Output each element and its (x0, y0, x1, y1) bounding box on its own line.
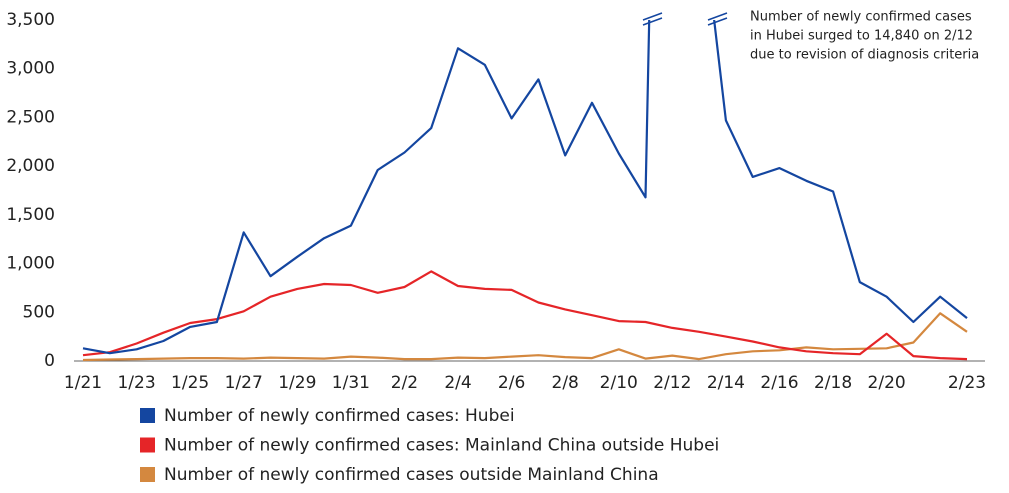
x-tick-label: 2/4 (444, 373, 471, 393)
x-tick-label: 1/21 (64, 373, 102, 393)
x-tick-label: 2/6 (498, 373, 525, 393)
legend-swatch (140, 437, 155, 453)
legend-label: Number of newly confirmed cases outside … (164, 465, 659, 485)
x-tick-label: 2/20 (868, 373, 906, 393)
x-tick-label: 2/10 (600, 373, 638, 393)
annotation: Number of newly confirmed cases (750, 10, 972, 25)
axis-break (642, 12, 728, 26)
y-tick-label: 500 (23, 302, 55, 322)
x-tick-label: 2/18 (814, 373, 852, 393)
x-tick-label: 1/27 (225, 373, 263, 393)
x-tick-label: 1/25 (171, 373, 209, 393)
y-tick-label: 2,500 (6, 107, 55, 127)
y-tick-label: 0 (44, 351, 55, 371)
x-tick-label: 2/8 (552, 373, 579, 393)
series-line (82, 270, 968, 361)
y-tick-label: 2,000 (6, 156, 55, 176)
x-tick-label: 2/23 (948, 373, 986, 393)
x-tick-label: 2/2 (391, 373, 418, 393)
legend-swatch (140, 467, 155, 482)
legend-label: Number of newly confirmed cases: Hubei (164, 406, 515, 426)
y-tick-label: 3,000 (6, 59, 55, 79)
x-tick-label: 1/31 (332, 373, 370, 393)
legend-label: Number of newly confirmed cases: Mainlan… (164, 436, 719, 456)
annotation: in Hubei surged to 14,840 on 2/12 (750, 29, 973, 44)
x-tick-label: 2/14 (707, 373, 745, 393)
series-line (82, 20, 968, 355)
x-tick-label: 2/16 (760, 373, 798, 393)
series-line (82, 312, 968, 362)
y-tick-label: 3,500 (6, 10, 55, 30)
y-tick-label: 1,000 (6, 254, 55, 274)
annotation: due to revision of diagnosis criteria (750, 48, 979, 63)
x-tick-label: 1/29 (278, 373, 316, 393)
plot-area (82, 20, 968, 362)
x-tick-label: 1/23 (117, 373, 155, 393)
legend-swatch (140, 408, 155, 423)
x-tick-label: 2/12 (653, 373, 691, 393)
y-tick-label: 1,500 (6, 205, 55, 225)
